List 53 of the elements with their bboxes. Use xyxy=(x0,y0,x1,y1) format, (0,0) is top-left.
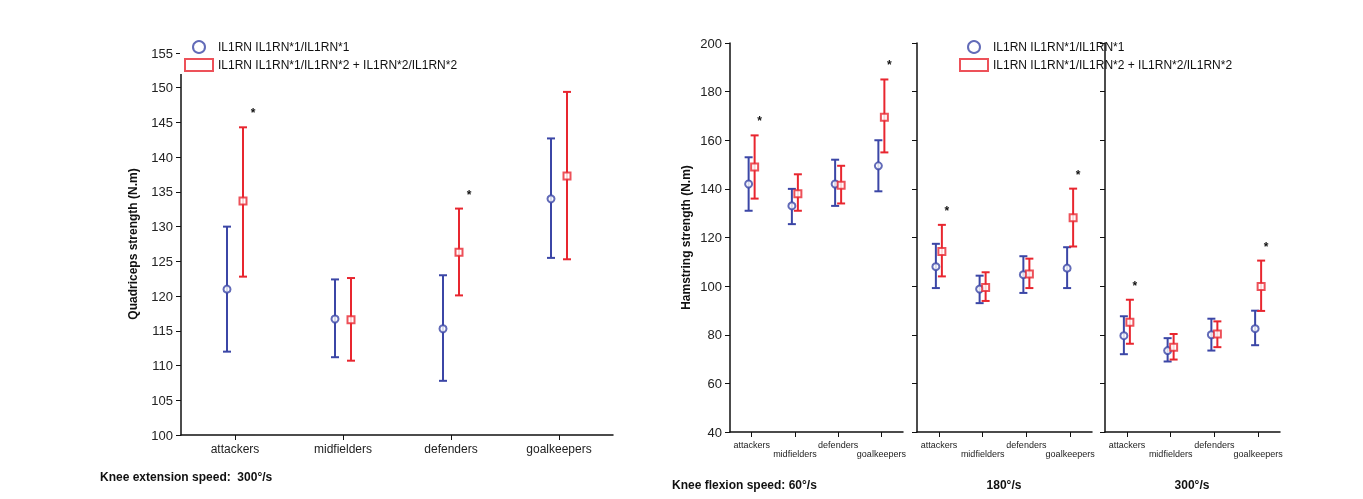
annotation: * xyxy=(757,114,763,129)
annotation: * xyxy=(944,203,950,218)
x-tick-label: attackers xyxy=(920,439,958,450)
y-tick-label: 120 xyxy=(151,288,173,304)
y-tick-label: 145 xyxy=(151,114,173,130)
y-tick-label: 180 xyxy=(700,84,722,100)
y-tick-label: 110 xyxy=(152,358,173,374)
legend-label: IL1RN IL1RN*1/IL1RN*1 xyxy=(218,40,350,54)
x-axis-title: 300°/s xyxy=(1174,478,1210,492)
y-tick-label: 80 xyxy=(707,327,722,343)
y-tick-label: 155 xyxy=(151,45,173,61)
y-tick-label: 125 xyxy=(151,253,173,269)
y-tick-label: 60 xyxy=(707,375,722,391)
x-axis-title: 180°/s xyxy=(986,478,1022,492)
annotation: * xyxy=(466,187,472,202)
y-tick-label: 120 xyxy=(700,230,722,245)
x-tick-label: midfielders xyxy=(960,448,1005,459)
x-axis-title: Knee extension speed: 300°/s xyxy=(100,470,273,484)
y-axis-title: Hamstring strength (N.m) xyxy=(679,165,693,310)
y-tick-label: 105 xyxy=(151,392,173,408)
x-tick-label: goalkeepers xyxy=(526,442,592,456)
legend-label: IL1RN IL1RN*1/IL1RN*2 + IL1RN*2/IL1RN*2 xyxy=(218,58,458,72)
y-tick-label: 140 xyxy=(151,149,173,165)
annotation: * xyxy=(1132,278,1138,293)
y-tick-label: 150 xyxy=(151,80,173,96)
x-tick-label: goalkeepers xyxy=(1233,448,1284,459)
x-tick-label: goalkeepers xyxy=(1045,448,1096,459)
y-tick-label: 160 xyxy=(700,132,722,148)
x-tick-label: goalkeepers xyxy=(856,448,907,459)
y-tick-label: 135 xyxy=(151,184,173,200)
x-tick-label: defenders xyxy=(424,442,478,456)
x-tick-label: defenders xyxy=(1194,439,1235,450)
x-axis-title: Knee flexion speed: 60°/s xyxy=(672,478,818,492)
x-tick-label: midfielders xyxy=(1148,448,1193,459)
annotation: * xyxy=(1263,239,1269,254)
x-tick-label: midfielders xyxy=(313,442,373,456)
annotation: * xyxy=(250,106,256,121)
y-tick-label: 140 xyxy=(700,181,722,197)
y-tick-label: 40 xyxy=(707,424,722,440)
y-tick-label: 115 xyxy=(152,323,173,339)
x-tick-label: attackers xyxy=(733,439,771,450)
annotation: * xyxy=(1075,167,1081,182)
x-tick-label: defenders xyxy=(1006,439,1047,450)
y-tick-label: 200 xyxy=(700,35,722,51)
x-tick-label: attackers xyxy=(210,442,260,456)
x-tick-label: midfielders xyxy=(773,448,818,459)
x-tick-label: attackers xyxy=(1108,439,1146,450)
annotation: * xyxy=(887,58,893,73)
y-axis-title: Quadriceps strength (N.m) xyxy=(126,168,140,320)
y-tick-label: 100 xyxy=(151,427,173,443)
x-tick-label: defenders xyxy=(818,439,859,450)
y-tick-label: 130 xyxy=(151,219,173,235)
y-tick-label: 100 xyxy=(700,278,722,294)
